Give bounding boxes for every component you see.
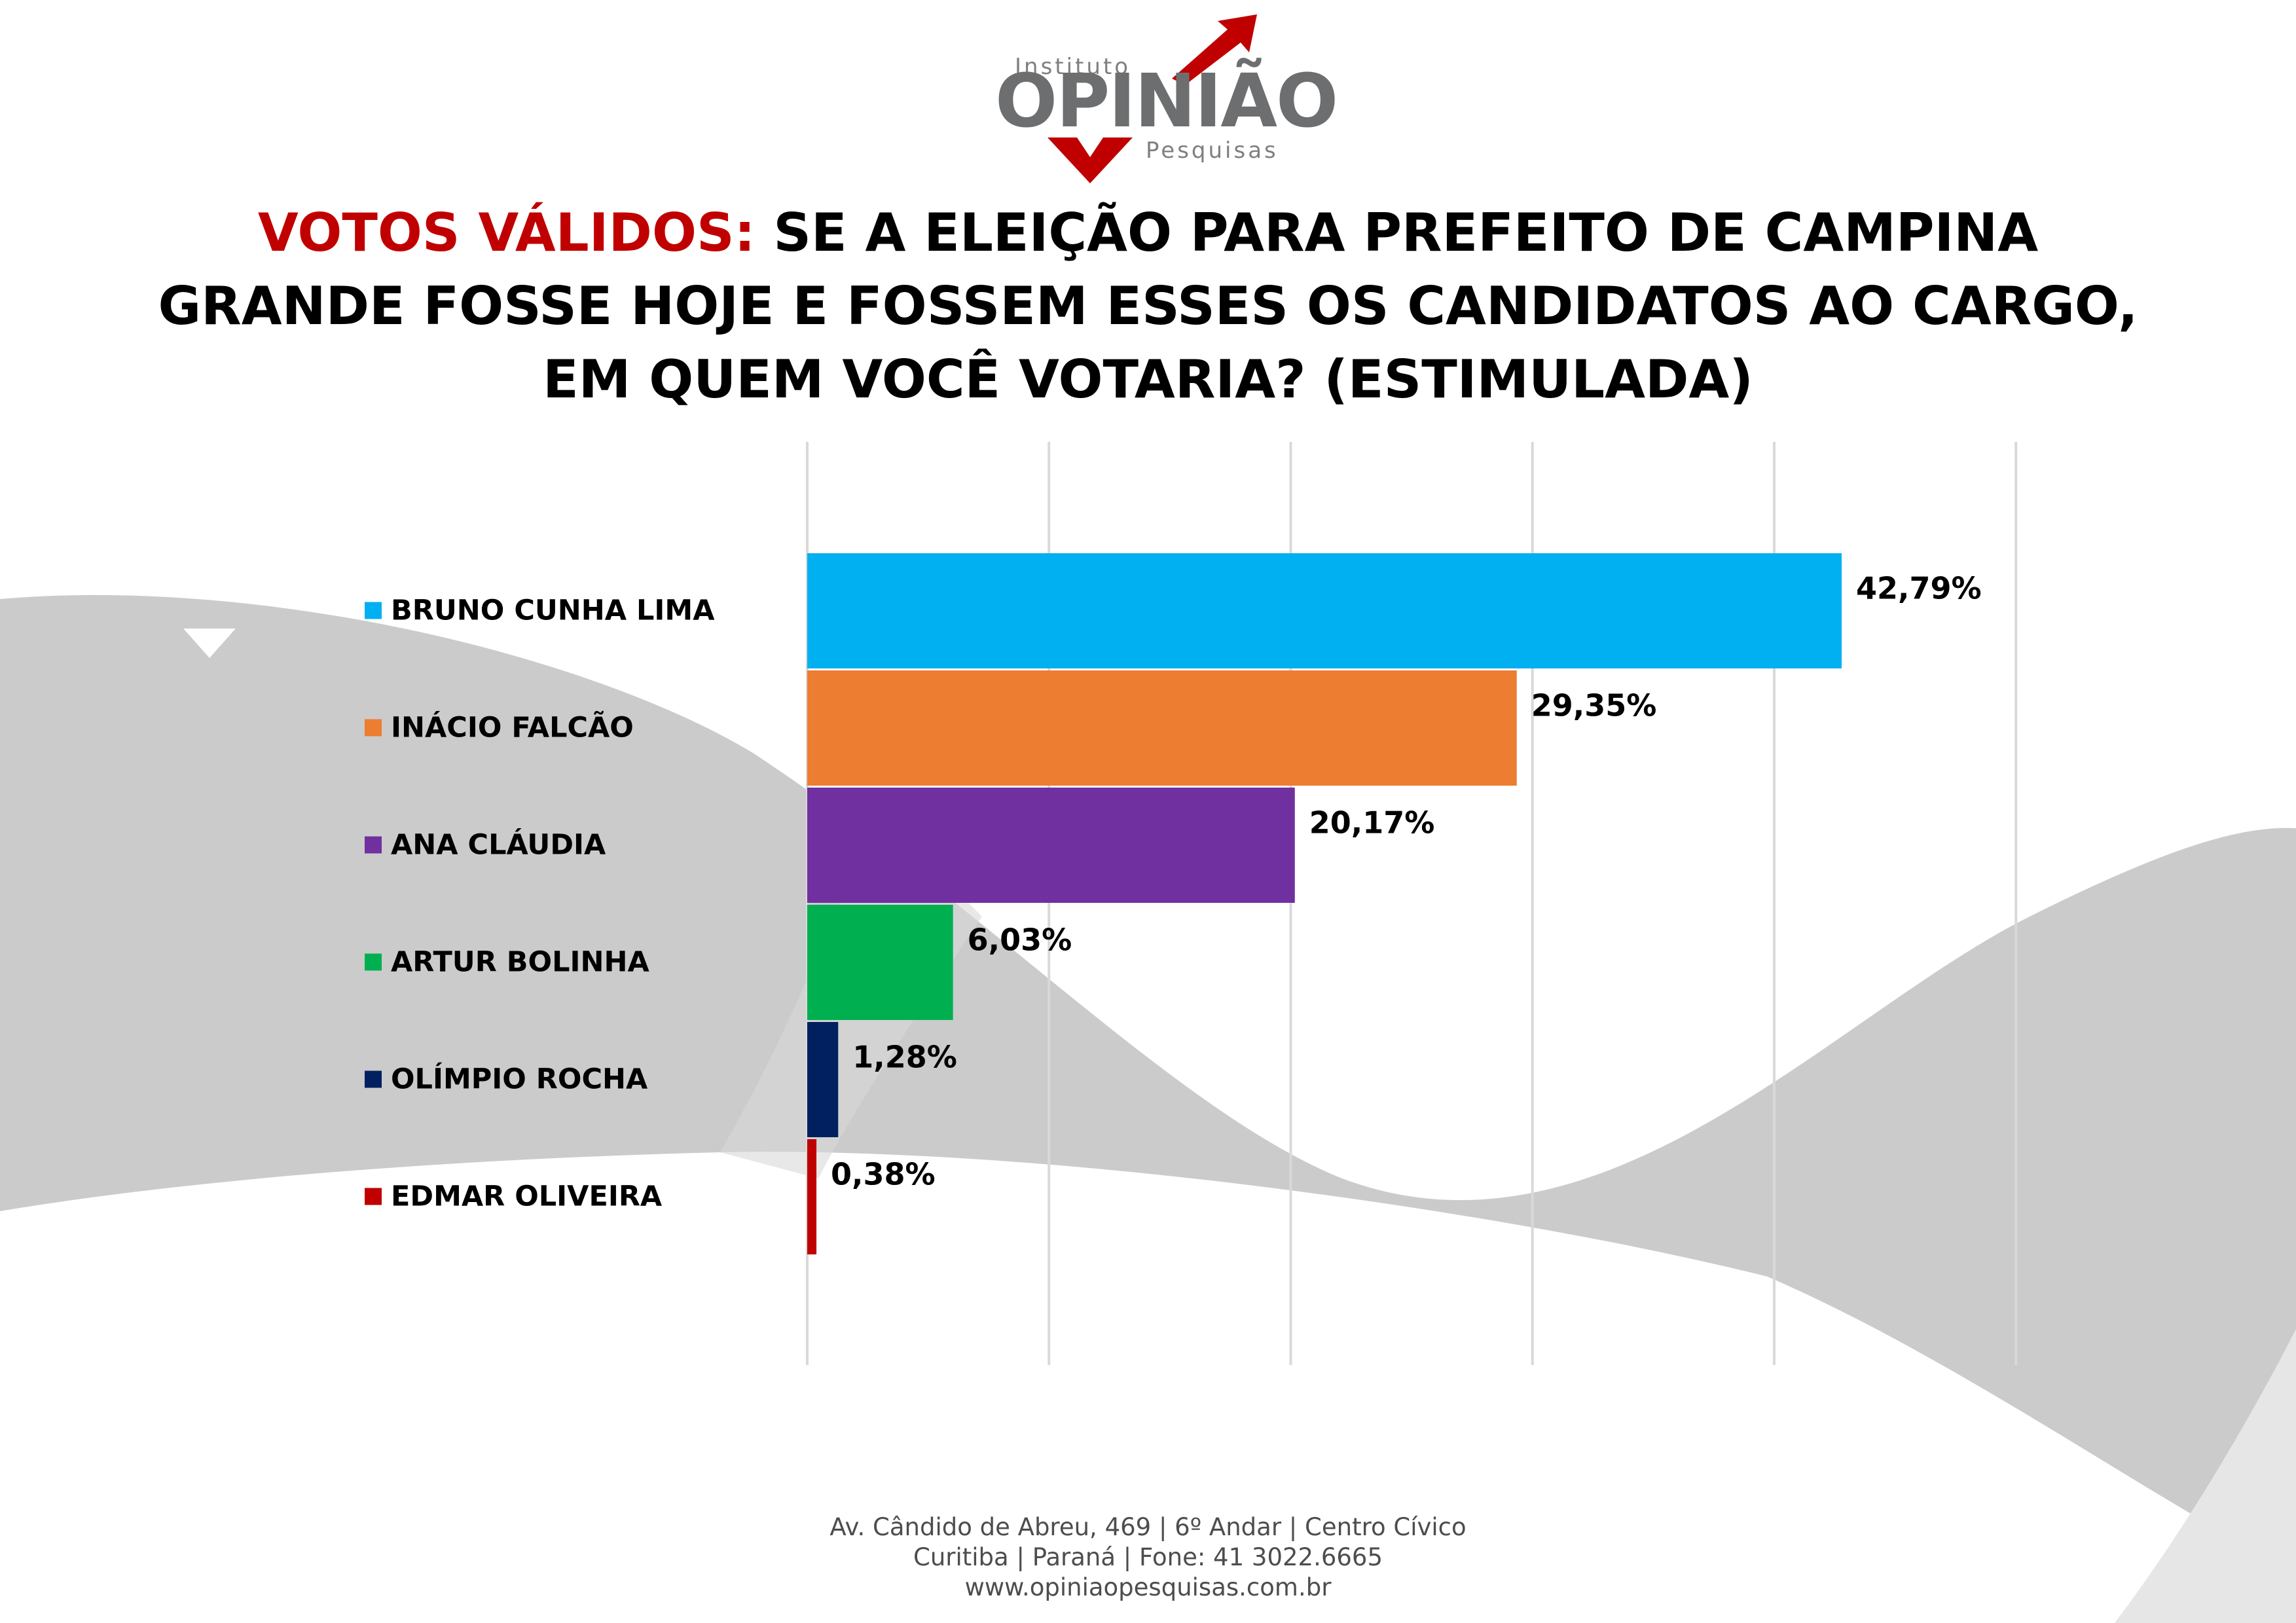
logo-bottom-text: Pesquisas [1146, 137, 1279, 164]
legend-marker [365, 602, 382, 619]
legend-marker [365, 719, 382, 737]
footer-line-city: Curitiba | Paraná | Fone: 41 3022.6665 [913, 1543, 1383, 1571]
category-label: OLÍMPIO ROCHA [391, 1063, 648, 1096]
up-arrow-icon [1172, 14, 1257, 85]
data-label: 0,38% [831, 1157, 936, 1192]
data-label: 29,35% [1531, 688, 1657, 723]
data-label: 6,03% [968, 922, 1072, 958]
legend-marker [365, 1070, 382, 1088]
title-highlight: VOTOS VÁLIDOS: [257, 202, 756, 263]
footer-line-website: www.opiniaopesquisas.com.br [964, 1573, 1332, 1601]
category-label: INÁCIO FALCÃO [391, 711, 634, 744]
bar [807, 905, 953, 1020]
category-label: ARTUR BOLINHA [391, 946, 649, 979]
category-label: EDMAR OLIVEIRA [391, 1180, 663, 1213]
logo-name: OPINIÃO [995, 59, 1338, 144]
data-label: 20,17% [1309, 805, 1435, 841]
bar [807, 1022, 839, 1137]
bar [807, 1139, 817, 1254]
footer-address: Av. Cândido de Abreu, 469 | 6º Andar | C… [655, 1512, 1641, 1603]
bar [807, 553, 1842, 668]
category-label: ANA CLÁUDIA [391, 828, 606, 862]
bar [807, 788, 1295, 903]
institute-logo: Instituto OPINIÃO Pesquisas [975, 13, 1338, 183]
data-label: 1,28% [852, 1040, 957, 1075]
down-chevron-icon [1048, 137, 1133, 183]
legend-marker [365, 953, 382, 971]
title-text: SE A ELEIÇÃO PARA PREFEITO DE CAMPINA GR… [158, 202, 2138, 410]
chart-title: VOTOS VÁLIDOS: SE A ELEIÇÃO PARA PREFEIT… [131, 196, 2165, 416]
legend-marker [365, 1188, 382, 1205]
data-label: 42,79% [1856, 571, 1982, 606]
footer-line-address: Av. Cândido de Abreu, 469 | 6º Andar | C… [829, 1513, 1467, 1541]
legend-marker [365, 836, 382, 854]
logo-top-text: Instituto [1015, 54, 1131, 80]
bar [807, 670, 1517, 786]
category-label: BRUNO CUNHA LIMA [391, 594, 715, 627]
